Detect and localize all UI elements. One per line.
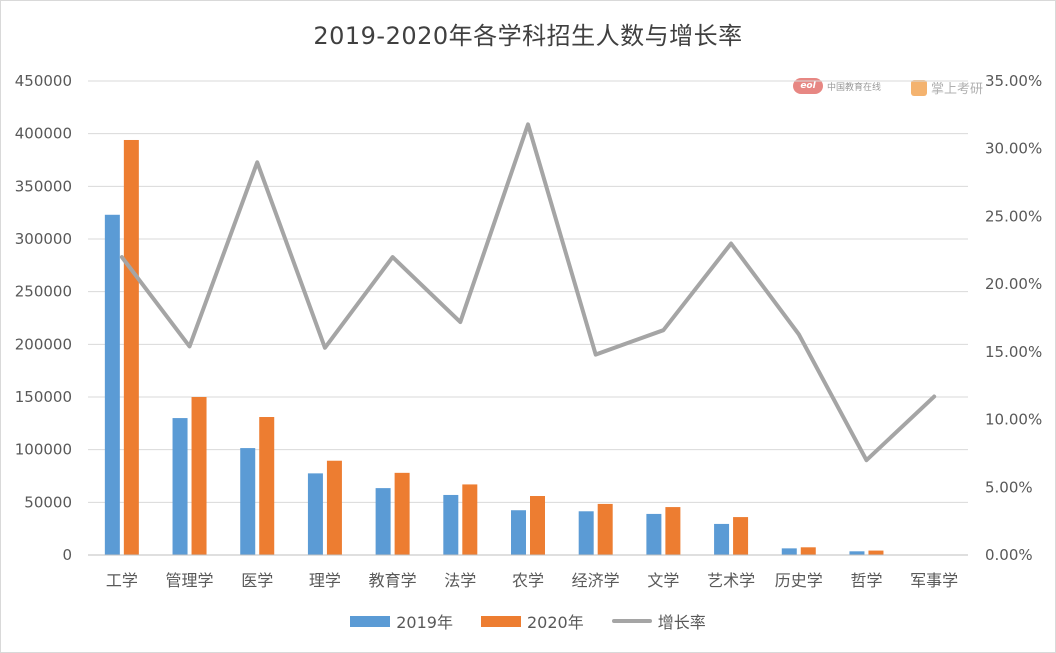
x-tick-label: 哲学 xyxy=(850,571,882,590)
y-tick-label: 0 xyxy=(62,546,72,564)
x-tick-label: 经济学 xyxy=(572,571,620,590)
y-axis-right: 35.00% 30.00% 25.00% 20.00% 15.00% 10.00% 5.00… xyxy=(985,72,1042,564)
legend-item-growth: 增长率 xyxy=(611,609,706,633)
bar-2019 xyxy=(781,548,797,555)
y-tick-label: 350000 xyxy=(15,177,72,195)
bar-2019 xyxy=(578,511,594,555)
watermark-zskyan: 掌上考研 xyxy=(911,78,983,97)
legend-label-2020: 2020年 xyxy=(526,613,584,632)
x-tick-label: 艺术学 xyxy=(707,571,755,590)
bar-2019 xyxy=(104,214,120,556)
legend-swatch-growth xyxy=(611,619,652,623)
watermark-eol-text: 中国教育在线 xyxy=(827,82,882,93)
y-tick-label: 200000 xyxy=(15,335,72,353)
x-axis: 工学 管理学 医学 理学 教育学 法学 农学 经济学 文学 艺术学 历史学 哲学 军事学 xyxy=(88,554,968,590)
y2-tick-label: 15.00% xyxy=(985,343,1042,361)
bar-2020 xyxy=(462,484,478,555)
bar-series xyxy=(104,139,884,556)
x-tick-label: 军事学 xyxy=(910,571,958,590)
bar-2020 xyxy=(259,417,275,555)
x-tick-label: 管理学 xyxy=(166,571,214,590)
bar-2020 xyxy=(868,550,884,555)
legend-item-2020: 2020年 xyxy=(480,609,584,633)
gridlines xyxy=(88,80,968,556)
x-tick-label: 农学 xyxy=(512,571,544,590)
legend-label-2019: 2019年 xyxy=(396,613,453,632)
x-tick-label: 工学 xyxy=(106,571,138,590)
growth-line-series xyxy=(119,122,937,463)
bar-2020 xyxy=(665,507,681,555)
legend-label-growth: 增长率 xyxy=(657,613,706,632)
y-tick-label: 300000 xyxy=(15,230,72,248)
bar-2019 xyxy=(646,513,662,555)
x-tick-label: 理学 xyxy=(309,571,341,590)
bar-2019 xyxy=(849,551,865,555)
y2-tick-label: 0.00% xyxy=(985,546,1033,564)
x-tick-label: 法学 xyxy=(444,571,476,590)
bar-2019 xyxy=(443,494,459,555)
bar-2020 xyxy=(733,517,749,555)
zskyan-logo-icon xyxy=(911,79,927,96)
bar-2020 xyxy=(394,472,410,555)
chart-title: 2019-2020年各学科招生人数与增长率 xyxy=(313,22,743,50)
y2-tick-label: 25.00% xyxy=(985,207,1042,225)
y2-tick-label: 30.00% xyxy=(985,140,1042,158)
x-tick-label: 医学 xyxy=(241,571,273,590)
y2-tick-label: 35.00% xyxy=(985,72,1042,90)
bar-2020 xyxy=(530,496,545,555)
legend-item-2019: 2019年 xyxy=(350,609,453,633)
bar-2019 xyxy=(375,488,391,555)
bar-2020 xyxy=(326,460,342,555)
legend: 2019年 2020年 增长率 xyxy=(0,609,1056,633)
bar-2019 xyxy=(714,523,730,555)
bar-2020 xyxy=(191,397,207,555)
bar-2019 xyxy=(172,418,188,555)
bar-2019 xyxy=(307,473,323,555)
y-tick-label: 450000 xyxy=(15,72,72,90)
bar-2020 xyxy=(597,503,613,555)
growth-line xyxy=(119,122,937,463)
bar-2019 xyxy=(240,448,256,555)
y2-tick-label: 5.00% xyxy=(985,478,1033,496)
watermark-zskyan-text: 掌上考研 xyxy=(931,82,984,97)
y2-tick-label: 10.00% xyxy=(985,411,1042,429)
y-tick-label: 50000 xyxy=(24,493,72,511)
watermark-eol: eol 中国教育在线 xyxy=(793,78,881,94)
legend-swatch-2019 xyxy=(350,615,391,627)
x-tick-label: 历史学 xyxy=(775,571,823,590)
x-tick-label: 教育学 xyxy=(369,571,417,590)
y2-tick-label: 20.00% xyxy=(985,275,1042,293)
bar-2020 xyxy=(800,547,816,555)
y-tick-label: 250000 xyxy=(15,283,72,301)
y-tick-label: 100000 xyxy=(15,441,72,459)
bar-2019 xyxy=(511,510,526,555)
legend-swatch-2020 xyxy=(480,615,521,627)
x-tick-label: 文学 xyxy=(647,571,679,590)
y-axis-left: 450000 400000 350000 300000 250000 200000 1500… xyxy=(15,72,72,564)
bar-2020 xyxy=(123,139,139,555)
eol-logo-icon: eol xyxy=(793,78,823,94)
y-tick-label: 150000 xyxy=(15,388,72,406)
y-tick-label: 400000 xyxy=(15,125,72,143)
